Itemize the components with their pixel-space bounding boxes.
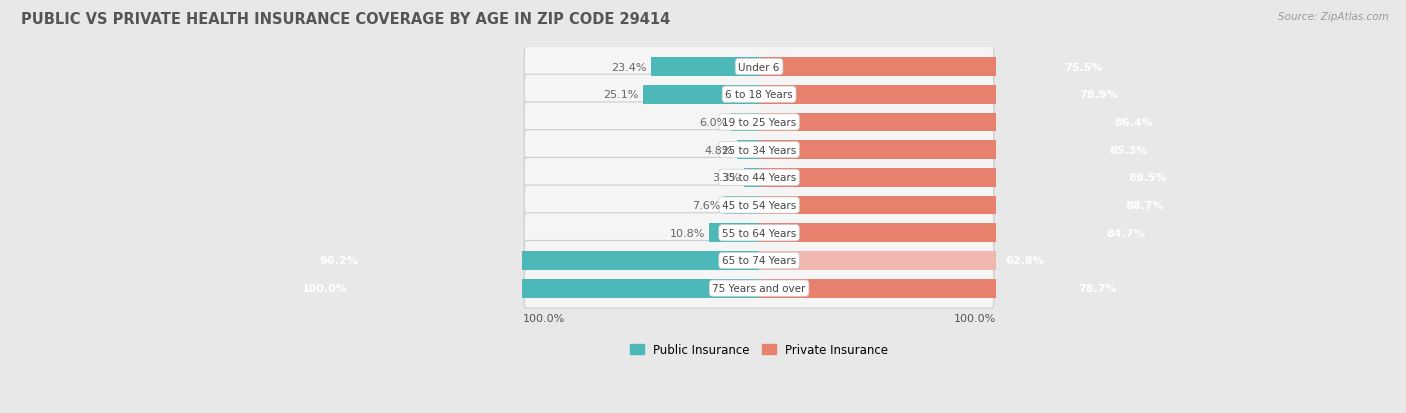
FancyBboxPatch shape xyxy=(524,131,994,170)
Text: 96.2%: 96.2% xyxy=(319,256,359,266)
Bar xyxy=(759,113,1160,132)
Text: 75.5%: 75.5% xyxy=(1064,62,1102,72)
Text: 62.8%: 62.8% xyxy=(1005,256,1043,266)
Text: 100.0%: 100.0% xyxy=(953,313,995,323)
Text: 86.4%: 86.4% xyxy=(1114,118,1153,128)
Text: 25.1%: 25.1% xyxy=(603,90,638,100)
Bar xyxy=(759,141,1154,160)
Bar xyxy=(724,196,759,215)
Bar xyxy=(759,85,1125,104)
Text: 6.0%: 6.0% xyxy=(699,118,727,128)
Text: 84.7%: 84.7% xyxy=(1107,228,1144,238)
Text: 45 to 54 Years: 45 to 54 Years xyxy=(721,201,796,211)
Text: 100.0%: 100.0% xyxy=(302,283,349,294)
Bar xyxy=(709,224,759,242)
Bar xyxy=(295,279,759,298)
FancyBboxPatch shape xyxy=(524,75,994,115)
Text: 3.3%: 3.3% xyxy=(711,173,740,183)
Text: 35 to 44 Years: 35 to 44 Years xyxy=(721,173,796,183)
FancyBboxPatch shape xyxy=(524,268,994,309)
Text: 85.3%: 85.3% xyxy=(1109,145,1147,155)
FancyBboxPatch shape xyxy=(524,47,994,87)
Text: PUBLIC VS PRIVATE HEALTH INSURANCE COVERAGE BY AGE IN ZIP CODE 29414: PUBLIC VS PRIVATE HEALTH INSURANCE COVER… xyxy=(21,12,671,27)
Text: 100.0%: 100.0% xyxy=(523,313,565,323)
FancyBboxPatch shape xyxy=(524,158,994,198)
Text: 10.8%: 10.8% xyxy=(669,228,706,238)
Legend: Public Insurance, Private Insurance: Public Insurance, Private Insurance xyxy=(626,338,893,361)
Text: 89.5%: 89.5% xyxy=(1129,173,1167,183)
Bar xyxy=(759,279,1125,298)
Text: 25 to 34 Years: 25 to 34 Years xyxy=(721,145,796,155)
Text: 75 Years and over: 75 Years and over xyxy=(713,283,806,294)
Text: 7.6%: 7.6% xyxy=(692,201,720,211)
Bar xyxy=(312,252,759,270)
Bar xyxy=(737,141,759,160)
Text: 23.4%: 23.4% xyxy=(612,62,647,72)
Bar xyxy=(744,169,759,188)
Bar xyxy=(651,58,759,77)
Bar xyxy=(759,169,1174,188)
Text: 6 to 18 Years: 6 to 18 Years xyxy=(725,90,793,100)
Bar xyxy=(759,224,1152,242)
Bar xyxy=(759,58,1109,77)
FancyBboxPatch shape xyxy=(524,185,994,225)
FancyBboxPatch shape xyxy=(524,103,994,142)
Text: 65 to 74 Years: 65 to 74 Years xyxy=(721,256,796,266)
FancyBboxPatch shape xyxy=(524,213,994,253)
Text: Under 6: Under 6 xyxy=(738,62,780,72)
Bar xyxy=(643,85,759,104)
Text: Source: ZipAtlas.com: Source: ZipAtlas.com xyxy=(1278,12,1389,22)
Text: 78.7%: 78.7% xyxy=(1078,283,1118,294)
FancyBboxPatch shape xyxy=(524,241,994,281)
Bar xyxy=(759,252,1050,270)
Text: 55 to 64 Years: 55 to 64 Years xyxy=(721,228,796,238)
Bar xyxy=(731,113,759,132)
Text: 19 to 25 Years: 19 to 25 Years xyxy=(721,118,796,128)
Text: 4.8%: 4.8% xyxy=(704,145,733,155)
Text: 88.7%: 88.7% xyxy=(1125,201,1164,211)
Bar xyxy=(759,196,1171,215)
Text: 78.9%: 78.9% xyxy=(1080,90,1118,100)
